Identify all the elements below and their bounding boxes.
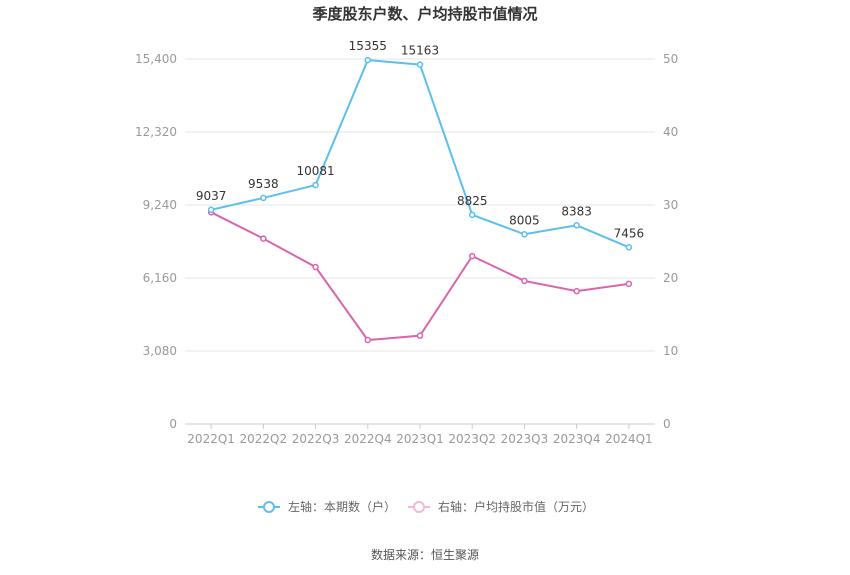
data-point-left[interactable]: [207, 206, 215, 214]
data-label: 8825: [457, 194, 488, 208]
x-tick-label: 2022Q2: [240, 432, 288, 446]
data-point-right[interactable]: [312, 263, 319, 271]
x-axis: 2022Q1 2022Q2 2022Q3 2022Q4 2023Q1 2023Q2 2023…: [187, 424, 653, 446]
legend-marker-right: [413, 501, 425, 513]
data-point-right[interactable]: [260, 235, 267, 242]
data-label: 15163: [401, 44, 439, 58]
data-label: 7456: [614, 226, 645, 240]
chart-title: 季度股东户数、户均持股市值情况: [312, 5, 537, 23]
x-tick-label: 2022Q4: [344, 432, 392, 446]
x-tick-label: 2022Q3: [292, 432, 340, 446]
data-point-right[interactable]: [416, 332, 424, 339]
data-point-left[interactable]: [260, 194, 267, 202]
data-label: 8005: [509, 213, 540, 227]
right-tick-label: 50: [663, 52, 678, 66]
left-tick-label: 6,160: [143, 271, 177, 285]
data-label: 9037: [196, 189, 227, 203]
data-point-left[interactable]: [573, 222, 580, 229]
legend-label-left: 左轴：本期数（户）: [288, 499, 396, 514]
right-tick-label: 40: [663, 125, 678, 139]
data-point-right[interactable]: [573, 287, 580, 295]
data-point-left[interactable]: [416, 61, 424, 68]
legend-label-right: 右轴：户均持股市值（万元）: [438, 499, 594, 514]
legend-item-right[interactable]: 右轴：户均持股市值（万元）: [408, 499, 594, 514]
legend-marker-left: [263, 501, 275, 513]
left-tick-label: 9,240: [143, 198, 177, 212]
x-tick-label: 2023Q1: [396, 432, 444, 446]
data-point-left[interactable]: [312, 181, 319, 189]
left-tick-label: 3,080: [143, 344, 177, 358]
series-line-right: [210, 211, 630, 342]
data-point-left[interactable]: [521, 231, 528, 238]
legend-item-left[interactable]: 左轴：本期数（户）: [258, 499, 396, 514]
data-point-right[interactable]: [364, 336, 372, 344]
data-point-right[interactable]: [625, 280, 633, 288]
x-tick-label: 2022Q1: [187, 432, 235, 446]
right-tick-label: 0: [663, 417, 671, 431]
data-point-right[interactable]: [468, 252, 476, 260]
data-label: 8383: [561, 204, 592, 218]
right-tick-label: 30: [663, 198, 678, 212]
x-tick-label: 2024Q1: [605, 432, 653, 446]
data-point-left[interactable]: [625, 244, 633, 251]
right-tick-label: 20: [663, 271, 678, 285]
data-label: 15355: [349, 39, 387, 53]
data-label: 10081: [296, 164, 334, 178]
x-tick-label: 2023Q2: [448, 432, 496, 446]
data-label: 9538: [248, 177, 279, 191]
x-tick-label: 2023Q4: [553, 432, 601, 446]
left-tick-label: 12,320: [135, 125, 177, 139]
legend: 左轴：本期数（户） 右轴：户均持股市值（万元）: [258, 499, 594, 514]
source-note: 数据来源：恒生聚源: [371, 547, 479, 562]
left-axis: 0 3,080 6,160 9,240 12,320 15,400: [135, 52, 177, 431]
right-tick-label: 10: [663, 344, 678, 358]
x-tick-label: 2023Q3: [501, 432, 549, 446]
data-point-left[interactable]: [364, 56, 372, 64]
right-axis: 0 10 20 30 40 50: [663, 52, 678, 431]
left-tick-label: 15,400: [135, 52, 177, 66]
data-labels: 9037 9538 10081 15355 15163 8825 8005 8383 7456: [196, 39, 644, 240]
left-tick-label: 0: [169, 417, 177, 431]
series-layer: [207, 56, 633, 344]
data-point-right[interactable]: [521, 277, 528, 285]
data-point-left[interactable]: [468, 211, 476, 219]
series-line-left: [210, 59, 630, 249]
grid: [185, 58, 655, 425]
